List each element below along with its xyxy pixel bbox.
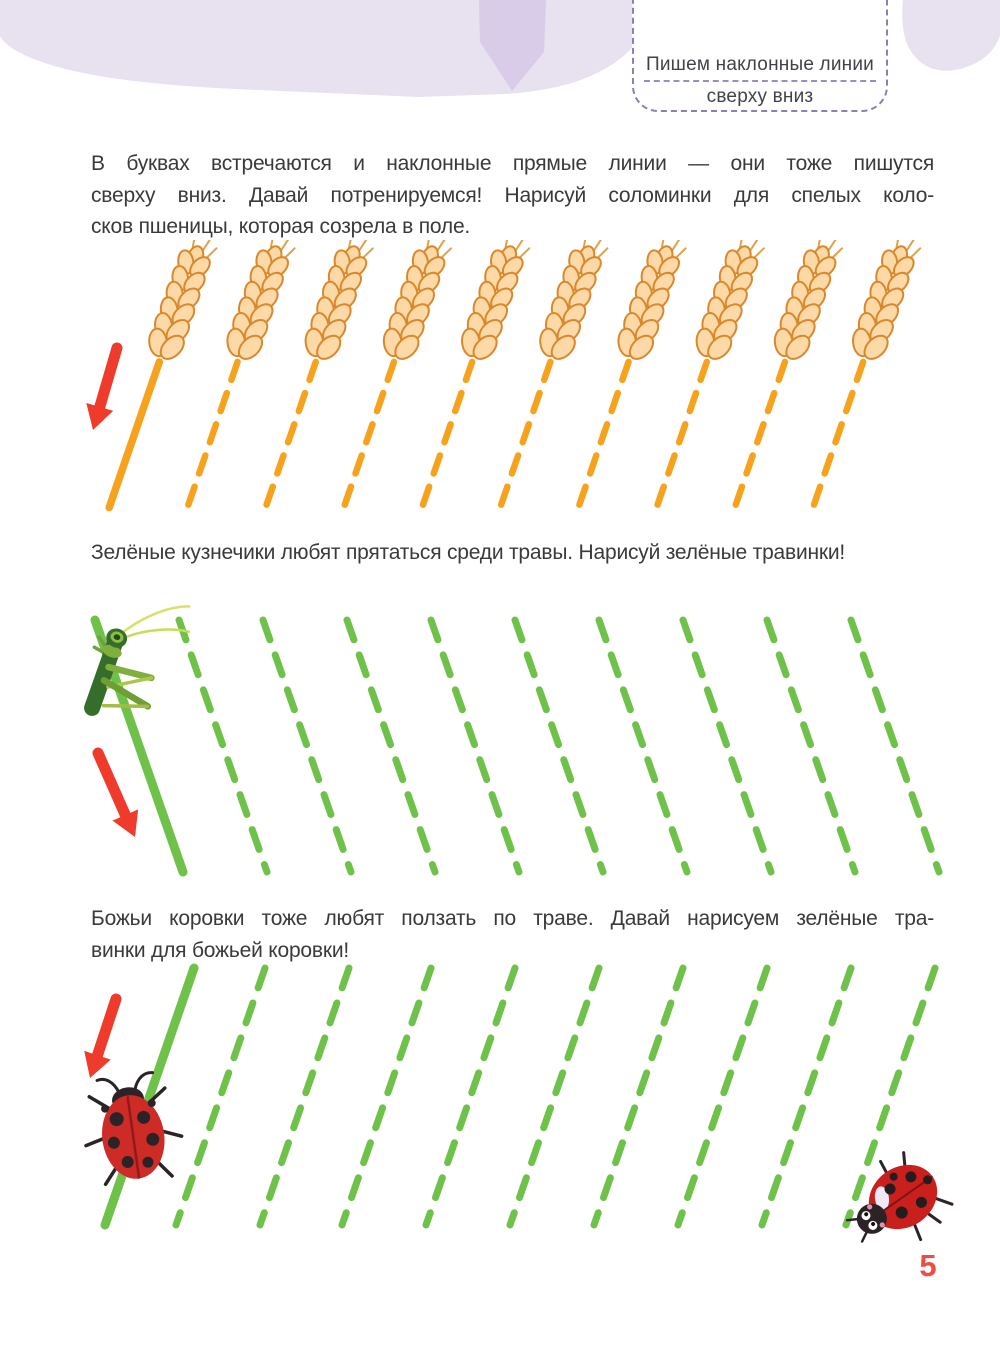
- trace-line: [427, 616, 523, 876]
- ladybug-face-icon: [845, 1151, 954, 1243]
- trace-line: [506, 964, 603, 1229]
- ladybug-caption-line: Божьи коровки тоже любят ползать по трав…: [91, 907, 934, 930]
- trace-line: [758, 964, 855, 1229]
- grasshopper-caption: Зелёные кузнечики любят прятаться среди …: [91, 541, 846, 564]
- wheat-ear-icon: [138, 240, 224, 369]
- wheat-ear-icon: [216, 240, 302, 369]
- wheat-ear-solid-stem: [105, 240, 224, 512]
- lesson-title-badge: Пишем наклонные линии сверху вниз: [632, 0, 888, 112]
- intro-line: В буквах встречаются и наклонные прямые …: [91, 152, 934, 175]
- lesson-title-line-1: Пишем наклонные линии: [646, 54, 874, 75]
- trace-line: [172, 964, 269, 1229]
- trace-line: [653, 358, 710, 511]
- header-blob-left: [0, 0, 658, 97]
- intro-line: сков пшеницы, которая созрела в поле.: [91, 215, 471, 238]
- trace-line: [184, 358, 241, 511]
- trace-line: [100, 963, 199, 1230]
- wheat-ear-icon: [529, 240, 615, 369]
- wheat-ear-icon: [764, 240, 850, 369]
- trace-line: [343, 616, 439, 876]
- lesson-title-line-2: сверху вниз: [706, 86, 814, 107]
- wheat-ear-icon: [373, 240, 459, 369]
- down-arrow-icon: [86, 342, 123, 430]
- wheat-tracing-section: [86, 240, 928, 512]
- intro-line: сверху вниз. Давай потренируемся! Нарису…: [91, 183, 934, 207]
- trace-line: [674, 964, 771, 1229]
- wheat-ear-dashed-stem: [340, 240, 459, 511]
- wheat-ear-dashed-stem: [184, 240, 302, 511]
- grasshopper-icon: [84, 605, 191, 716]
- trace-line: [847, 616, 943, 876]
- wheat-ear-icon: [842, 240, 928, 369]
- wheat-ear-dashed-stem: [653, 240, 772, 511]
- trace-line: [422, 964, 519, 1229]
- wheat-ear-dashed-stem: [731, 240, 850, 511]
- ladybug-icon: [84, 1071, 184, 1187]
- trace-line: [340, 358, 398, 511]
- trace-line: [731, 358, 789, 511]
- page-number: 5: [919, 1248, 937, 1283]
- trace-line: [842, 964, 939, 1229]
- trace-line: [338, 964, 435, 1229]
- wheat-ear-dashed-stem: [418, 240, 537, 511]
- down-arrow-icon: [92, 747, 139, 837]
- trace-line: [595, 616, 691, 876]
- trace-line: [259, 616, 355, 876]
- header-decoration: [0, 0, 1000, 97]
- trace-line: [105, 358, 164, 512]
- trace-line: [256, 964, 353, 1229]
- trace-line: [262, 358, 319, 511]
- trace-line: [590, 964, 687, 1229]
- trace-line: [175, 616, 271, 876]
- wheat-ear-dashed-stem: [809, 240, 928, 511]
- wheat-ear-icon: [451, 240, 537, 369]
- wheat-ear-icon: [607, 240, 693, 369]
- trace-line: [679, 616, 775, 876]
- grasshopper-tracing-section: [84, 605, 943, 877]
- ladybug-tracing-section: [84, 963, 954, 1243]
- trace-line: [418, 358, 476, 511]
- wheat-ear-icon: [295, 240, 381, 369]
- trace-line: [763, 616, 859, 876]
- trace-line: [809, 358, 867, 511]
- wheat-ear-dashed-stem: [575, 240, 693, 511]
- ladybug-caption-line: винки для божьей коровки!: [91, 938, 350, 962]
- down-arrow-icon: [84, 993, 122, 1078]
- trace-line: [496, 358, 554, 511]
- badge-divider: [644, 80, 876, 82]
- header-blob-pentagon: [479, 0, 546, 91]
- intro-paragraph: В буквах встречаются и наклонные прямые …: [91, 148, 934, 243]
- wheat-ear-dashed-stem: [262, 240, 381, 511]
- wheat-ear-dashed-stem: [496, 240, 615, 511]
- ladybug-caption: Божьи коровки тоже любят ползать по трав…: [91, 903, 934, 966]
- wheat-ear-icon: [686, 240, 772, 369]
- trace-line: [575, 358, 632, 511]
- trace-line: [511, 616, 607, 876]
- header-blob-right: [902, 0, 1000, 71]
